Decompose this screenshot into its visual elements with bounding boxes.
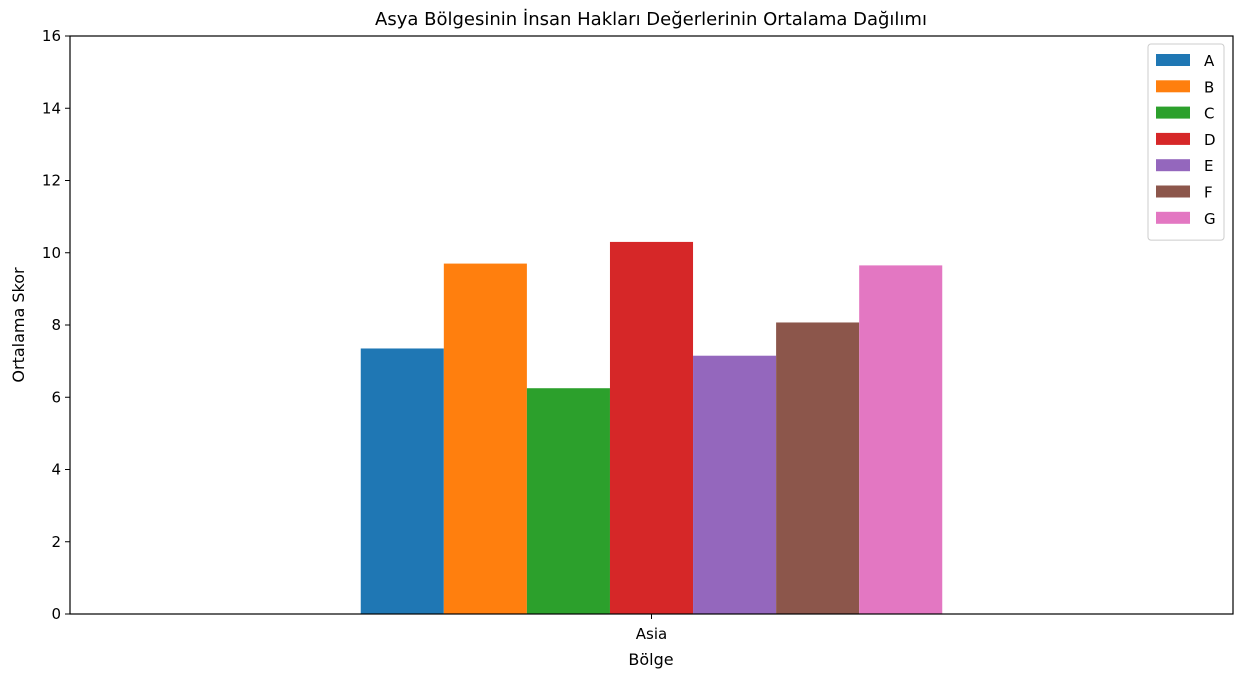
y-tick-label: 2 bbox=[51, 533, 61, 551]
y-tick-label: 16 bbox=[42, 27, 61, 45]
y-tick-label: 4 bbox=[51, 461, 61, 479]
y-tick-label: 12 bbox=[42, 172, 61, 190]
legend-label-d: D bbox=[1204, 131, 1216, 149]
bar-b bbox=[443, 263, 527, 614]
legend-label-c: C bbox=[1204, 105, 1214, 123]
y-tick-label: 14 bbox=[42, 99, 61, 117]
bar-a bbox=[360, 348, 444, 614]
bar-c bbox=[526, 388, 610, 614]
y-tick-label: 6 bbox=[51, 388, 61, 406]
chart-title: Asya Bölgesinin İnsan Hakları Değerlerin… bbox=[375, 9, 927, 30]
legend-swatch-c bbox=[1156, 106, 1190, 119]
x-axis-title: Bölge bbox=[628, 650, 673, 669]
plot-area bbox=[360, 241, 943, 614]
legend-swatch-g bbox=[1156, 211, 1190, 224]
legend-swatch-b bbox=[1156, 80, 1190, 93]
legend-swatch-a bbox=[1156, 54, 1190, 66]
y-tick-label: 10 bbox=[42, 244, 61, 262]
bar-f bbox=[776, 322, 860, 614]
bar-e bbox=[693, 355, 777, 614]
bar-d bbox=[609, 241, 694, 614]
legend-swatch-d bbox=[1156, 132, 1190, 145]
legend-label-b: B bbox=[1204, 78, 1214, 96]
x-axis: Asia bbox=[636, 614, 667, 643]
legend-label-f: F bbox=[1204, 184, 1213, 202]
y-axis-title: Ortalama Skor bbox=[9, 267, 28, 383]
y-tick-label: 0 bbox=[51, 605, 61, 623]
bar-g bbox=[859, 265, 943, 614]
legend-swatch-f bbox=[1156, 185, 1190, 198]
legend-label-g: G bbox=[1204, 210, 1216, 228]
legend-label-a: A bbox=[1204, 52, 1215, 70]
y-axis: 0 2 4 6 8 10 12 14 16 bbox=[42, 27, 70, 623]
legend-label-e: E bbox=[1204, 157, 1213, 175]
y-tick-label: 8 bbox=[51, 316, 61, 334]
x-tick-label: Asia bbox=[636, 625, 667, 643]
legend-swatch-e bbox=[1156, 159, 1190, 172]
